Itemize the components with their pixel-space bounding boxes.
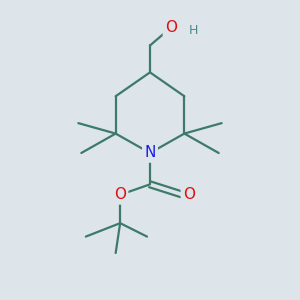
Text: O: O (165, 20, 177, 35)
Text: O: O (183, 187, 195, 202)
Text: H: H (189, 24, 198, 37)
Text: O: O (114, 187, 126, 202)
Text: N: N (144, 146, 156, 160)
